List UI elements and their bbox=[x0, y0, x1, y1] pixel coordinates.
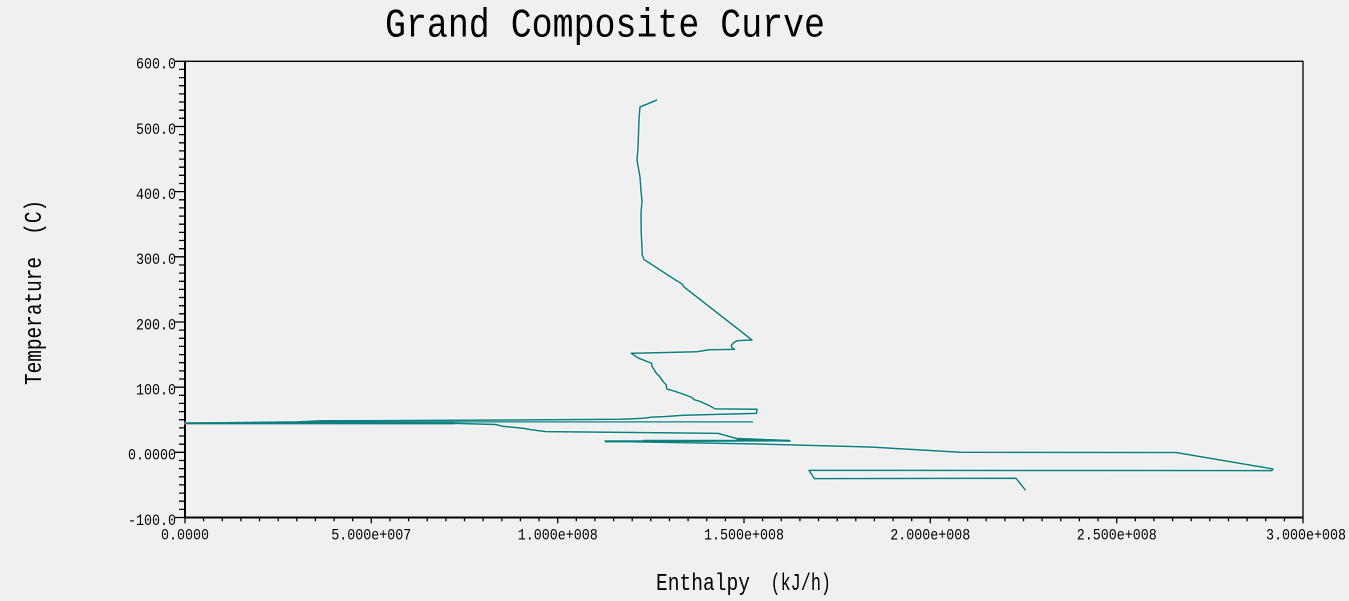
svg-text:1.000e+008: 1.000e+008 bbox=[518, 527, 598, 545]
svg-text:500.0: 500.0 bbox=[136, 121, 176, 139]
svg-text:300.0: 300.0 bbox=[136, 251, 176, 269]
svg-text:Grand Composite Curve: Grand Composite Curve bbox=[385, 4, 825, 50]
svg-text:3.000e+008: 3.000e+008 bbox=[1266, 527, 1346, 545]
svg-text:100.0: 100.0 bbox=[136, 382, 176, 400]
svg-text:1.500e+008: 1.500e+008 bbox=[704, 527, 784, 545]
svg-text:600.0: 600.0 bbox=[136, 56, 176, 74]
svg-text:0.0000: 0.0000 bbox=[161, 527, 209, 545]
svg-text:(kJ/h): (kJ/h) bbox=[771, 571, 832, 596]
svg-text:2.000e+008: 2.000e+008 bbox=[890, 527, 970, 545]
svg-text:5.000e+007: 5.000e+007 bbox=[331, 527, 411, 545]
svg-text:400.0: 400.0 bbox=[136, 186, 176, 204]
svg-text:(C): (C) bbox=[22, 200, 49, 235]
svg-text:2.500e+008: 2.500e+008 bbox=[1077, 527, 1157, 545]
svg-text:0.0000: 0.0000 bbox=[128, 447, 176, 465]
svg-text:-100.0: -100.0 bbox=[128, 512, 176, 530]
svg-text:200.0: 200.0 bbox=[136, 316, 176, 334]
svg-text:Temperature: Temperature bbox=[22, 257, 49, 385]
svg-text:Enthalpy: Enthalpy bbox=[656, 571, 750, 596]
